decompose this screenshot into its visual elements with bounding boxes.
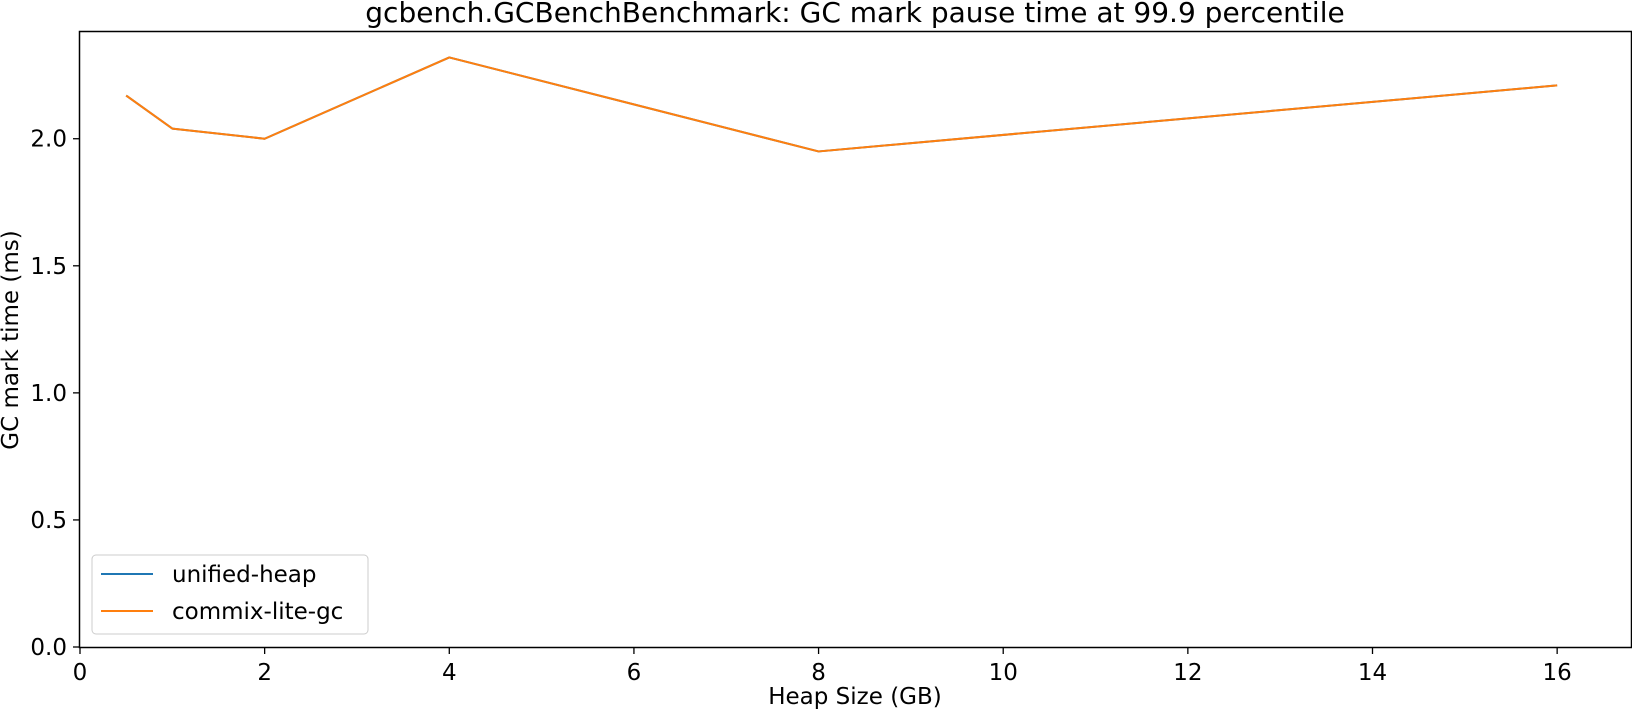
y-tick-label: 2.0 xyxy=(30,127,67,153)
series-line-commix-lite-gc xyxy=(125,56,1558,153)
y-axis-label: GC mark time (ms) xyxy=(0,230,24,449)
x-tick-label: 0 xyxy=(73,660,88,686)
y-tick-label: 1.5 xyxy=(30,254,67,280)
x-tick-label: 12 xyxy=(1173,660,1202,686)
legend-label-unified-heap: unified-heap xyxy=(172,562,317,588)
x-tick-label: 10 xyxy=(989,660,1018,686)
x-axis-ticks: 0 2 4 6 8 10 12 14 16 xyxy=(73,647,1572,686)
x-tick-label: 2 xyxy=(257,660,272,686)
x-tick-label: 4 xyxy=(442,660,457,686)
x-axis-label: Heap Size (GB) xyxy=(768,684,942,710)
series-layer xyxy=(125,56,1558,153)
y-tick-label: 0.5 xyxy=(30,508,67,534)
y-axis-ticks: 0.0 0.5 1.0 1.5 2.0 xyxy=(30,127,80,661)
x-tick-label: 16 xyxy=(1543,660,1572,686)
x-tick-label: 14 xyxy=(1358,660,1387,686)
y-tick-label: 1.0 xyxy=(30,381,67,407)
y-tick-label: 0.0 xyxy=(30,635,67,661)
legend-box xyxy=(91,554,369,635)
legend: unified-heap commix-lite-gc xyxy=(91,554,369,635)
x-tick-label: 8 xyxy=(811,660,826,686)
legend-label-commix-lite-gc: commix-lite-gc xyxy=(172,599,343,625)
chart-title: gcbench.GCBenchBenchmark: GC mark pause … xyxy=(365,0,1344,29)
x-tick-label: 6 xyxy=(627,660,642,686)
